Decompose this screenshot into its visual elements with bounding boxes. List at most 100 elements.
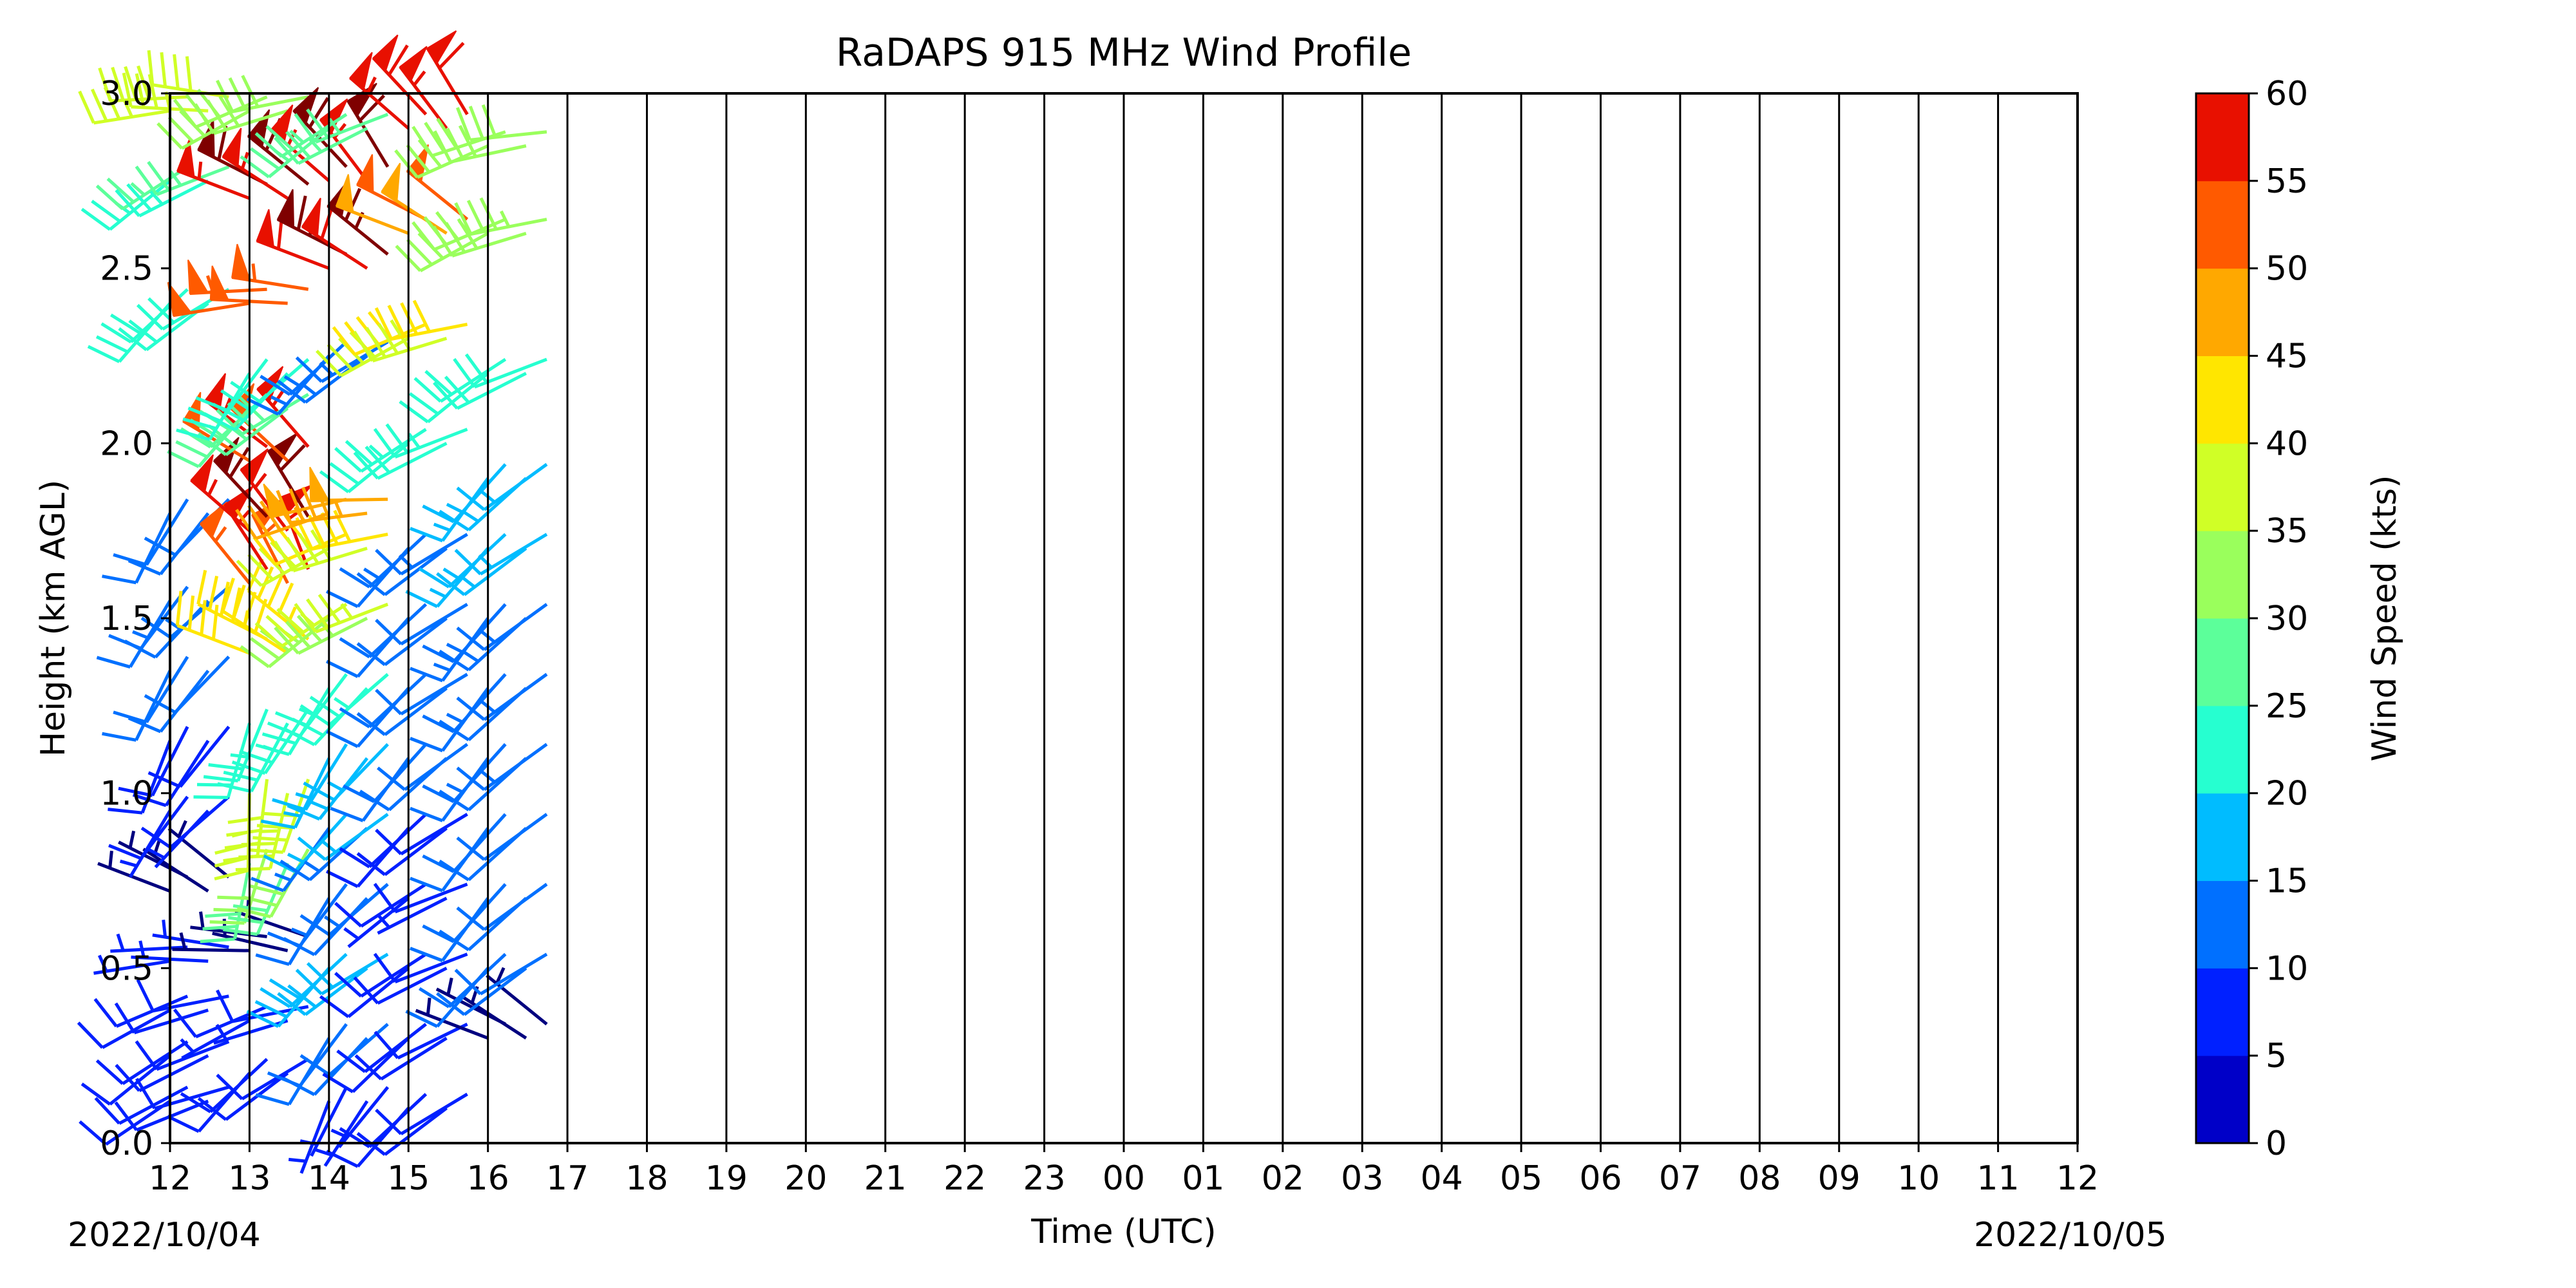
- colorbar-segment: [2196, 355, 2249, 444]
- wind-barb: [454, 533, 548, 576]
- wind-barb: [405, 547, 489, 609]
- y-axis: 0.0 0.5 1.0 1.5 2.0 2.5 3.0: [100, 75, 170, 1163]
- wind-barb: [376, 896, 448, 935]
- wind-barb: [260, 340, 348, 396]
- wind-barb: [203, 708, 269, 783]
- wind-barb: [220, 358, 310, 412]
- wind-barb: [436, 547, 527, 596]
- wind-barb: [194, 95, 289, 135]
- colorbar-tick-label: 55: [2266, 162, 2308, 201]
- wind-barb: [135, 1077, 230, 1110]
- wind-barb: [456, 882, 548, 931]
- colorbar-tick-label: 20: [2266, 775, 2308, 813]
- wind-barb: [299, 883, 389, 936]
- wind-barb: [135, 160, 230, 196]
- colorbar-segment: [2196, 443, 2249, 531]
- wind-barb: [136, 979, 229, 1013]
- wind-barb: [342, 743, 428, 804]
- wind-barb: [339, 603, 428, 659]
- wind-barb: [356, 547, 448, 596]
- wind-barb: [172, 932, 250, 952]
- wind-barb: [287, 757, 369, 821]
- x-tick-label: 10: [1897, 1159, 1940, 1198]
- start-date-label: 2022/10/04: [68, 1216, 261, 1255]
- wind-barb: [260, 757, 331, 829]
- wind-barb: [98, 65, 188, 103]
- wind-barb: [95, 166, 189, 211]
- wind-barb: [319, 967, 410, 1018]
- wind-barb: [309, 466, 388, 502]
- colorbar-segment: [2196, 618, 2249, 706]
- wind-barb: [453, 353, 547, 389]
- wind-barb: [246, 967, 330, 1028]
- wind-barb: [267, 432, 310, 518]
- x-tick-label: 07: [1659, 1159, 1701, 1198]
- wind-barb: [353, 967, 448, 1005]
- wind-barb: [346, 82, 390, 168]
- wind-barb: [274, 127, 368, 166]
- y-tick-label: 2.0: [100, 424, 153, 463]
- x-tick-label: 14: [308, 1159, 350, 1198]
- wind-barb: [140, 795, 230, 849]
- wind-barb: [454, 952, 548, 996]
- wind-barb: [375, 813, 468, 856]
- x-tick-label: 11: [1976, 1159, 2019, 1198]
- colorbar-label: Wind Speed (kts): [2365, 475, 2404, 762]
- wind-barb: [336, 1023, 427, 1074]
- barb-layer: [77, 30, 548, 1174]
- y-tick-label: 1.5: [100, 600, 153, 638]
- colorbar-segment: [2196, 880, 2249, 969]
- wind-barb: [409, 757, 489, 822]
- wind-barb: [263, 483, 347, 518]
- y-tick-label: 0.0: [100, 1124, 153, 1163]
- hour-grid-lines: [248, 93, 2000, 1143]
- x-tick-label: 12: [149, 1159, 191, 1198]
- wind-barb: [405, 967, 489, 1028]
- wind-barb: [299, 673, 389, 726]
- wind-barb: [409, 897, 489, 963]
- wind-barb: [422, 463, 507, 524]
- wind-barb: [381, 162, 448, 235]
- wind-barb: [144, 656, 231, 714]
- wind-barb: [422, 743, 507, 804]
- wind-barb: [419, 533, 507, 589]
- wind-barb: [399, 372, 489, 424]
- colorbar-tick-label: 30: [2266, 600, 2308, 638]
- wind-barb: [288, 1100, 331, 1174]
- wind-barb: [422, 673, 507, 734]
- wind-barb: [277, 967, 368, 1016]
- wind-barb: [325, 617, 410, 678]
- wind-barb: [372, 34, 428, 116]
- wind-barb: [433, 372, 527, 410]
- x-axis-label: Time (UTC): [1030, 1213, 1216, 1251]
- wind-barb: [436, 967, 527, 1016]
- wind-barb: [102, 512, 172, 585]
- colorbar-segment: [2196, 793, 2249, 881]
- wind-barb: [254, 113, 348, 158]
- wind-barb: [135, 1040, 230, 1071]
- wind-barb: [432, 218, 527, 258]
- wind-barb: [375, 533, 468, 576]
- wind-barb: [95, 1040, 189, 1085]
- wind-barb: [216, 1057, 310, 1101]
- wind-barb: [299, 1023, 389, 1077]
- colorbar-tick-label: 40: [2266, 424, 2308, 463]
- wind-barb: [356, 617, 448, 667]
- colorbar-segment: [2196, 705, 2249, 794]
- x-axis: 12 13 14 15 16 17 18 19 20 21 22 23 00 01 02 03 04 05 06 07…: [149, 1143, 2099, 1198]
- wind-barb: [255, 1037, 330, 1106]
- wind-barb: [273, 529, 368, 573]
- y-tick-label: 3.0: [100, 75, 153, 113]
- wind-barb: [325, 1107, 410, 1168]
- wind-barb: [263, 813, 348, 873]
- wind-barb: [409, 687, 489, 753]
- wind-barb: [356, 687, 448, 736]
- wind-barb: [108, 795, 189, 860]
- wind-barb: [190, 454, 251, 533]
- wind-barb: [87, 302, 171, 363]
- wind-barb: [413, 357, 507, 403]
- wind-barb: [327, 179, 389, 256]
- x-tick-label: 13: [228, 1159, 270, 1198]
- x-tick-label: 19: [705, 1159, 748, 1198]
- x-tick-label: 15: [387, 1159, 430, 1198]
